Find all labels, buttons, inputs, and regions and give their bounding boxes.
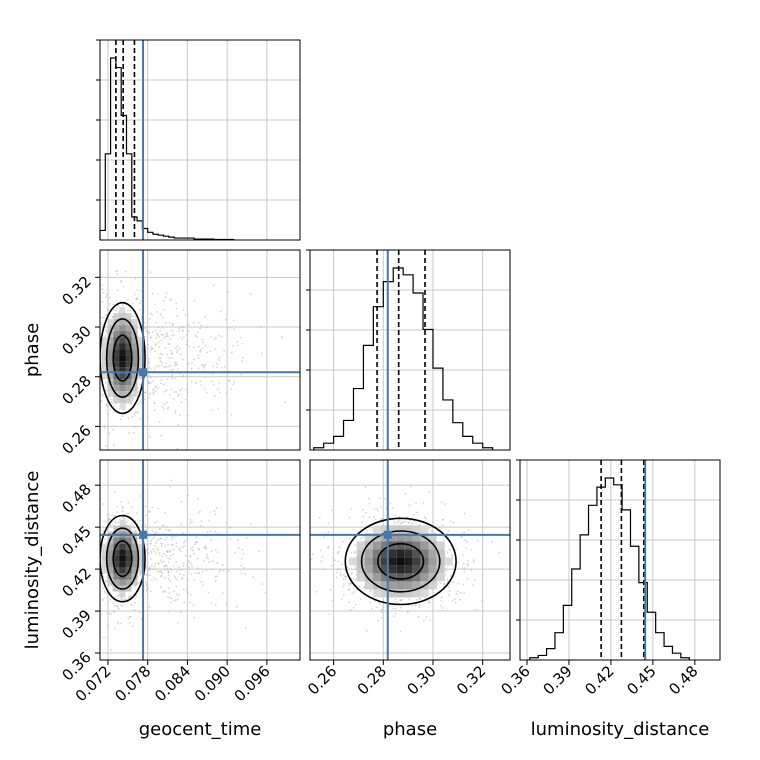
y-axis-label-luminosity-distance: luminosity_distance [22,471,43,650]
xtick-label-luminosity-distance-3: 0.45 [623,662,659,698]
xtick-label-geocent-time-1: 0.078 [111,662,154,705]
ytick-label-phase-0: 0.26 [58,421,94,457]
density-geocent-time-phase [100,301,146,415]
xtick-label-luminosity-distance-4: 0.48 [665,662,701,698]
ytick-label-luminosity-distance-4: 0.48 [58,480,94,516]
panel-hist-geocent-time [99,39,301,241]
xtick-label-phase-0: 0.26 [304,662,340,698]
ytick-label-phase-1: 0.28 [58,372,94,408]
x-axis-label-geocent-time: geocent_time [139,719,262,740]
contour-geocent-time-luminosity-distance-1 [105,527,140,590]
xtick-label-phase-2: 0.30 [403,662,439,698]
x-axis-label-phase: phase [383,719,437,740]
contour-geocent-time-phase-0 [112,334,133,382]
y-axis-label-phase: phase [22,323,43,377]
contour-phase-luminosity-distance-0 [377,542,425,580]
ytick-label-luminosity-distance-2: 0.42 [58,564,94,600]
xtick-label-phase-3: 0.32 [453,662,489,698]
histogram-phase [313,267,494,450]
xtick-label-phase-1: 0.28 [354,662,390,698]
contour-geocent-time-luminosity-distance-0 [112,540,133,578]
ytick-label-phase-3: 0.32 [58,272,94,308]
density-phase-luminosity-distance [344,517,457,606]
injection-marker-phase-luminosity-distance [383,530,392,539]
panel-hist-phase [309,249,511,451]
xtick-label-luminosity-distance-0: 0.36 [497,662,533,698]
density-geocent-time-luminosity-distance [100,514,146,603]
xtick-label-geocent-time-4: 0.096 [231,662,274,705]
contour-phase-luminosity-distance-1 [360,530,441,593]
panel-2d-geocent-time-phase [99,249,301,451]
xtick-label-luminosity-distance-2: 0.42 [581,662,617,698]
xtick-label-geocent-time-2: 0.084 [151,662,194,705]
panel-hist-luminosity-distance [519,459,721,661]
ytick-label-luminosity-distance-1: 0.39 [58,606,94,642]
histogram-geocent-time [99,57,235,241]
injection-marker-geocent-time-phase [139,368,148,377]
xtick-label-luminosity-distance-1: 0.39 [539,662,575,698]
ytick-label-phase-2: 0.30 [58,322,94,358]
injection-marker-geocent-time-luminosity-distance [139,530,148,539]
contour-phase-luminosity-distance-2 [344,517,457,606]
contour-geocent-time-phase-1 [105,318,140,398]
x-axis-label-luminosity-distance: luminosity_distance [531,719,710,740]
histogram-luminosity-distance [529,477,690,660]
panel-2d-phase-luminosity-distance [309,459,511,661]
panel-2d-geocent-time-luminosity-distance [99,459,301,661]
xtick-label-geocent-time-3: 0.090 [191,662,234,705]
ytick-label-luminosity-distance-3: 0.45 [58,522,94,558]
